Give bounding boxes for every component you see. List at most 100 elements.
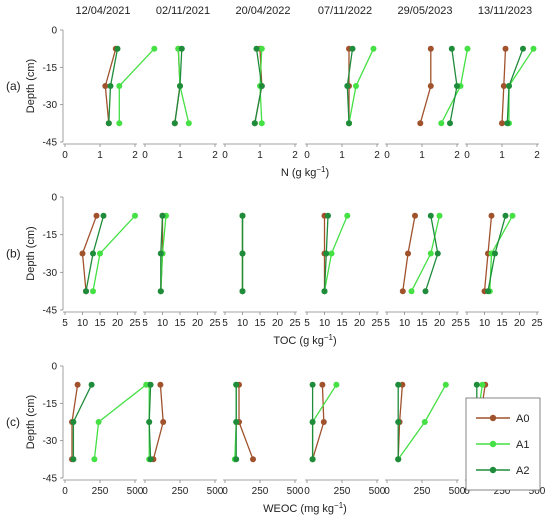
chart-row: (b) Depth (cm) 0 -15 -30 -45 TOC (g kg−1) 5 10 15…	[6, 193, 543, 348]
panel: 0 1 2	[142, 45, 218, 161]
data-point-a1	[185, 120, 192, 127]
data-point-a0	[93, 212, 100, 219]
x-tick-label: 250	[172, 486, 189, 497]
data-point-a2	[325, 212, 331, 219]
panel: 5 10 15 20 25	[464, 212, 543, 329]
y-tick-label: -30	[43, 436, 58, 447]
x-tick-label: 20	[514, 318, 526, 329]
data-point-a2	[233, 381, 240, 388]
x-tick-label: 5	[222, 318, 228, 329]
data-point-a0	[405, 250, 411, 257]
y-tick-label: -15	[43, 230, 58, 241]
x-tick-label: 500	[369, 486, 386, 497]
data-point-a1	[530, 45, 537, 52]
date-header: 12/04/2021	[75, 5, 130, 17]
data-point-a1	[258, 120, 265, 127]
y-tick-label: 0	[51, 362, 57, 373]
date-header: 02/11/2021	[156, 5, 210, 17]
data-point-a1	[479, 381, 486, 388]
y-tick-label: -45	[43, 138, 58, 149]
x-tick-label: 20	[272, 318, 284, 329]
data-point-a2	[492, 250, 498, 257]
x-tick-label: 500	[287, 486, 304, 497]
data-point-a0	[320, 419, 327, 425]
data-point-a1	[344, 212, 351, 219]
x-tick-label: 20	[112, 318, 124, 329]
legend-marker-a0	[489, 414, 497, 422]
data-point-a1	[95, 419, 102, 425]
y-tick-label: 0	[51, 193, 57, 204]
data-point-a2	[395, 419, 402, 425]
series-line-a1	[93, 384, 147, 460]
x-tick-label: 0	[304, 486, 310, 497]
x-tick-label: 500	[449, 486, 466, 497]
date-header: 20/04/2022	[235, 5, 290, 17]
date-header: 29/05/2023	[397, 5, 452, 17]
y-axis-label: Depth (cm)	[25, 59, 37, 113]
y-axis-label: Depth (cm)	[25, 395, 37, 449]
x-tick-label: 250	[92, 486, 109, 497]
x-tick-label: 2	[454, 150, 460, 161]
panel: 0 1 2	[62, 45, 158, 161]
date-header: 07/11/2022	[318, 5, 372, 17]
x-tick-label: 10	[157, 318, 169, 329]
y-tick-label: -15	[43, 63, 58, 74]
panel: 5 10 15 20 25	[304, 212, 383, 329]
x-tick-label: 0	[62, 486, 68, 497]
data-point-a1	[151, 45, 158, 52]
data-point-a2	[447, 120, 453, 127]
data-point-a2	[233, 456, 240, 463]
x-tick-label: 0	[142, 150, 148, 161]
data-point-a2	[251, 120, 258, 127]
data-point-a2	[177, 83, 183, 89]
x-tick-label: 5	[62, 318, 68, 329]
data-point-a0	[488, 212, 495, 219]
data-point-a0	[417, 120, 424, 127]
y-tick-label: -30	[43, 100, 58, 111]
x-tick-label: 25	[209, 318, 221, 329]
data-point-a0	[502, 45, 509, 52]
x-tick-label: 5	[304, 318, 310, 329]
data-point-a0	[102, 83, 109, 89]
data-point-a1	[408, 288, 415, 295]
panel: 5 10 15 20 25	[142, 212, 221, 329]
data-point-a2	[506, 83, 512, 89]
x-tick-label: 2	[212, 150, 218, 161]
x-tick-label: 10	[399, 318, 411, 329]
data-point-a0	[157, 381, 164, 388]
data-point-a2	[473, 381, 480, 388]
panel: 0 250 500	[222, 381, 304, 497]
data-point-a1	[258, 45, 265, 52]
data-point-a2	[157, 250, 164, 257]
x-axis-label: WEOC (mg kg−1)	[263, 501, 347, 515]
x-tick-label: 0	[464, 150, 470, 161]
x-tick-label: 250	[334, 486, 351, 497]
data-point-a2	[83, 288, 89, 295]
x-tick-label: 2	[374, 150, 380, 161]
data-point-a2	[395, 381, 402, 388]
data-point-a2	[157, 288, 164, 295]
data-point-a0	[412, 212, 418, 219]
chart-rows: (a) Depth (cm)0-15-30-45N (g kg−1)0 1 2 0 1 2 0…	[6, 26, 546, 516]
data-point-a1	[438, 120, 445, 127]
data-point-a0	[399, 288, 406, 295]
y-tick-label: -30	[43, 268, 58, 279]
data-point-a2	[349, 45, 356, 52]
data-point-a2	[448, 45, 455, 52]
data-point-a2	[105, 120, 112, 127]
data-point-a2	[239, 212, 246, 219]
legend-label-a0: A0	[516, 413, 529, 425]
data-point-a1	[421, 419, 428, 425]
data-point-a0	[500, 83, 507, 89]
panel: 0 1 2	[464, 45, 540, 161]
data-point-a1	[91, 456, 98, 463]
x-tick-label: 0	[62, 150, 68, 161]
data-point-a2	[147, 456, 154, 463]
panel: 5 10 15 20 25	[222, 212, 301, 329]
panel: 0 1 2	[304, 45, 380, 161]
series-line-a1	[348, 48, 375, 124]
data-point-a2	[309, 419, 316, 425]
x-tick-label: 15	[336, 318, 348, 329]
data-point-a2	[309, 381, 316, 388]
